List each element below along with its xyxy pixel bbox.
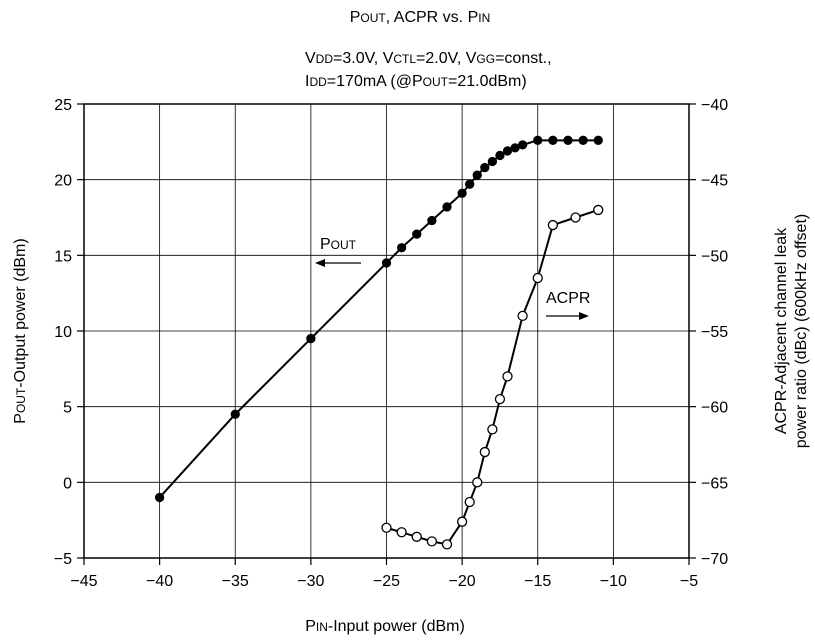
y-right-tick-label: −40: [701, 97, 728, 114]
data-point-pout: [548, 135, 558, 145]
data-point-acpr: [441, 539, 453, 550]
data-point-acpr: [479, 446, 490, 458]
data-point-acpr: [494, 393, 506, 405]
data-point-pout: [487, 156, 498, 167]
data-point-acpr: [396, 527, 407, 538]
x-axis-label: PIN-Input power (dBm): [305, 618, 465, 635]
data-point-pout: [306, 333, 316, 344]
x-tick-label: −10: [600, 573, 627, 590]
data-point-pout: [154, 492, 165, 503]
y-left-tick-label: 25: [54, 97, 72, 114]
y-left-tick-label: −5: [54, 551, 72, 568]
data-point-pout: [472, 170, 482, 180]
data-point-pout: [510, 143, 520, 153]
y-right-tick-label: −45: [701, 173, 728, 190]
axis-ticks: [77, 103, 696, 565]
data-point-pout: [578, 135, 588, 145]
gridlines: [83, 103, 690, 559]
data-point-acpr: [570, 212, 581, 223]
data-point-pout: [442, 202, 452, 212]
x-tick-label: −45: [70, 573, 97, 590]
x-tick-labels: −45 −40 −35 −30 −25 −20 −15 −10 −5: [70, 573, 698, 590]
data-point-acpr: [381, 522, 392, 533]
y-right-tick-label: −65: [701, 475, 728, 492]
x-tick-label: −25: [373, 573, 400, 590]
y-right-tick-label: −60: [701, 400, 728, 417]
x-tick-label: −5: [680, 573, 698, 590]
data-point-pout: [593, 135, 603, 145]
data-point-acpr: [593, 204, 604, 216]
data-point-acpr: [411, 531, 422, 542]
chart-subtitle-line2: IDD=170mA (@POUT=21.0dBm): [305, 73, 527, 90]
data-point-pout: [465, 179, 475, 189]
data-point-acpr: [547, 219, 559, 231]
y-left-axis-label: POUT-Output power (dBm): [12, 238, 29, 423]
data-point-pout: [427, 215, 437, 226]
data-point-pout: [381, 258, 392, 268]
y-right-tick-label: −50: [701, 248, 728, 265]
data-point-pout: [495, 150, 505, 161]
data-point-acpr: [532, 272, 543, 284]
y-right-tick-label: −55: [701, 324, 728, 341]
y-right-tick-labels: −70 −65 −60 −55 −50 −45 −40: [701, 97, 728, 568]
data-point-acpr: [517, 310, 528, 322]
x-tick-label: −15: [524, 573, 551, 590]
y-right-axis-label-line1: ACPR-Adjacent channel leak: [773, 227, 790, 434]
y-left-tick-label: 5: [63, 400, 72, 417]
data-point-acpr: [472, 477, 483, 488]
y-left-tick-label: 10: [54, 324, 72, 341]
data-point-pout: [502, 146, 513, 156]
x-tick-label: −20: [449, 573, 476, 590]
x-tick-label: −35: [222, 573, 249, 590]
chart-subtitle-line1: VDD=3.0V, VCTL=2.0V, VGG=const.,: [305, 50, 552, 67]
data-point-acpr: [502, 371, 513, 382]
data-point-pout: [480, 162, 490, 173]
data-point-pout: [396, 243, 407, 253]
y-right-tick-label: −70: [701, 551, 728, 568]
chart-title: POUT, ACPR vs. PIN: [350, 9, 490, 26]
series-line-pout: [158, 139, 599, 499]
data-point-acpr: [487, 424, 498, 435]
data-point-pout: [230, 409, 240, 419]
series-group: [154, 135, 604, 550]
arrow-left-icon: [315, 259, 361, 267]
data-point-pout: [517, 140, 528, 150]
y-left-tick-label: 20: [54, 173, 72, 190]
y-left-tick-labels: −5 0 5 10 15 20 25: [54, 97, 72, 568]
data-point-pout: [412, 229, 422, 239]
data-point-acpr: [464, 496, 475, 508]
data-point-acpr: [456, 516, 468, 527]
y-left-tick-label: 15: [54, 248, 72, 265]
x-tick-label: −40: [146, 573, 173, 590]
data-point-acpr: [426, 536, 438, 547]
data-point-pout: [563, 135, 573, 145]
series-line-acpr: [386, 208, 599, 546]
data-point-pout: [457, 188, 467, 198]
arrow-right-icon: [546, 312, 589, 320]
data-point-pout: [533, 135, 543, 145]
x-tick-label: −30: [297, 573, 324, 590]
y-left-tick-label: 0: [63, 475, 72, 492]
annotation-pout: POUT: [320, 236, 357, 253]
annotation-acpr: ACPR: [546, 290, 590, 307]
y-right-axis-label-line2: power ratio (dBc) (600kHz offset): [793, 214, 810, 448]
